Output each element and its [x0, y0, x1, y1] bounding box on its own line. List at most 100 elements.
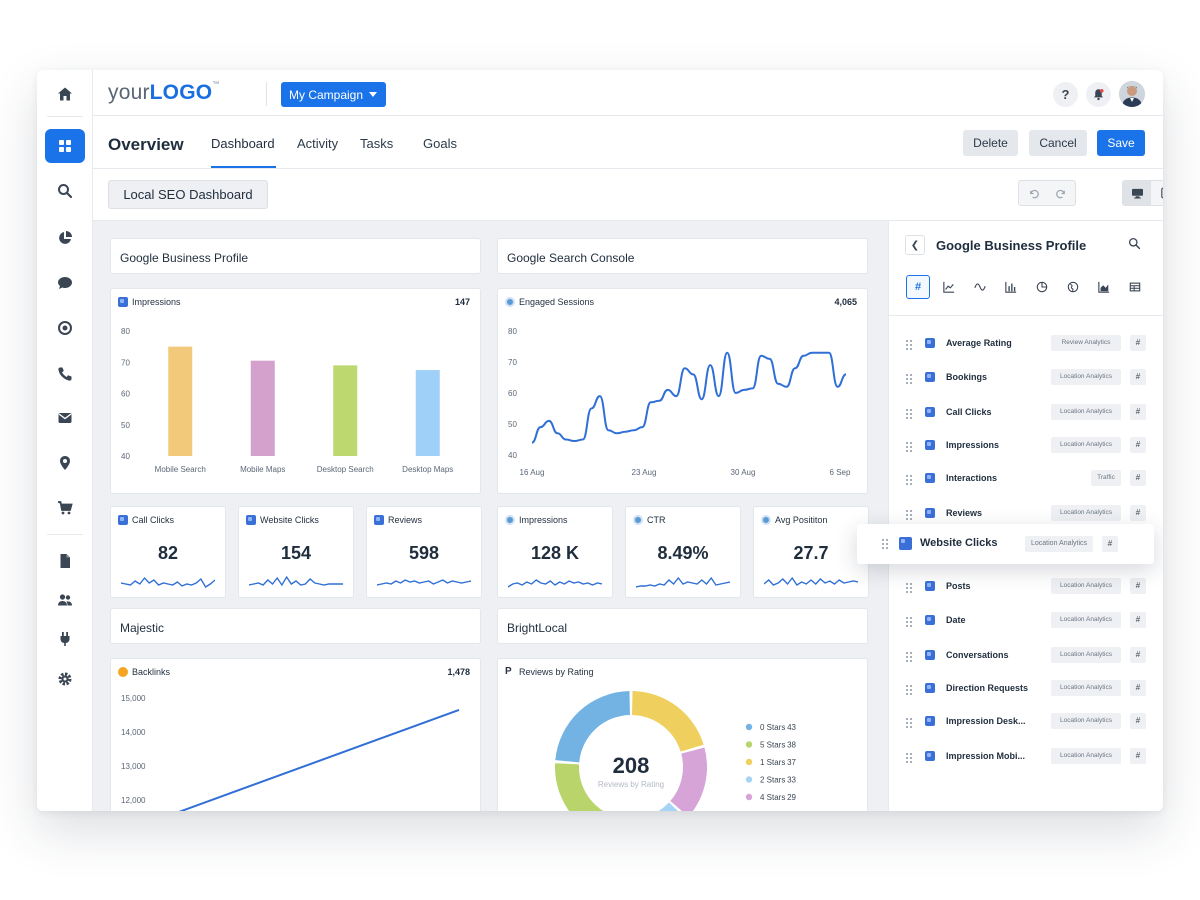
view-type-number[interactable]: # [906, 275, 930, 299]
brand-logo[interactable]: yourLOGO™ [108, 81, 220, 104]
drag-handle-icon[interactable] [905, 717, 913, 729]
kpi-card[interactable]: Avg Posititon 27.7 [753, 506, 869, 598]
section-header-gsc[interactable]: Google Search Console [497, 238, 868, 274]
metric-name: Conversations [946, 650, 1009, 660]
target-icon[interactable] [45, 311, 85, 345]
pie-chart-icon[interactable] [45, 221, 85, 255]
home-icon[interactable] [45, 77, 85, 111]
metric-row[interactable]: Impression Mobi... Location Analytics # [889, 740, 1163, 774]
kpi-card[interactable]: Call Clicks 82 [110, 506, 226, 598]
location-pin-icon[interactable] [45, 446, 85, 480]
kpi-card[interactable]: CTR 8.49% [625, 506, 741, 598]
widget-title: Engaged Sessions [505, 297, 594, 307]
search-icon[interactable] [45, 174, 85, 208]
help-button[interactable]: ? [1053, 82, 1078, 107]
drag-handle-icon[interactable] [905, 339, 913, 351]
kpi-title: Impressions [505, 515, 568, 525]
user-avatar[interactable] [1119, 81, 1145, 107]
backlinks-widget[interactable]: Backlinks 1,478 15,000 14,000 13,000 12,000 [110, 658, 481, 811]
section-header-majestic[interactable]: Majestic [110, 608, 481, 644]
drag-handle-icon[interactable] [905, 651, 913, 663]
phone-icon[interactable] [45, 357, 85, 391]
section-header-gbp[interactable]: Google Business Profile [110, 238, 481, 274]
drag-handle-icon[interactable] [905, 509, 913, 521]
save-button[interactable]: Save [1097, 130, 1145, 156]
kpi-card[interactable]: Website Clicks 154 [238, 506, 354, 598]
back-button[interactable]: ❮ [905, 235, 925, 255]
kpi-card[interactable]: Impressions 128 K [497, 506, 613, 598]
kpi-title: CTR [633, 515, 666, 525]
tab-activity[interactable]: Activity [297, 136, 339, 151]
reviews-by-rating-widget[interactable]: P Reviews by Rating 208 Reviews by Rating 0… [497, 658, 868, 811]
view-type-line-icon[interactable] [937, 275, 961, 299]
metric-row[interactable]: Impression Desk... Location Analytics # [889, 705, 1163, 739]
metric-row[interactable]: Direction Requests Location Analytics # [889, 672, 1163, 706]
engaged-sessions-widget[interactable]: Engaged Sessions 4,065 80 70 60 50 40 16 Aug 2… [497, 288, 868, 494]
dashboard-grid-icon[interactable] [45, 129, 85, 163]
view-type-bar-icon[interactable] [999, 275, 1023, 299]
metric-tag: Location Analytics [1051, 437, 1121, 453]
plug-icon[interactable] [45, 622, 85, 656]
drag-handle-icon[interactable] [905, 373, 913, 385]
drag-handle-icon[interactable] [905, 684, 913, 696]
metric-row[interactable]: Reviews Location Analytics # [889, 497, 1163, 531]
metric-name: Call Clicks [946, 407, 992, 417]
metric-row[interactable]: Bookings Location Analytics # [889, 361, 1163, 395]
cancel-button[interactable]: Cancel [1029, 130, 1087, 156]
view-type-table-icon[interactable] [1123, 275, 1147, 299]
view-type-sparkline-icon[interactable] [968, 275, 992, 299]
x-tick-label: 23 Aug [632, 468, 657, 477]
widget-title: Impressions [118, 297, 181, 307]
desktop-icon[interactable] [1123, 181, 1151, 205]
cart-icon[interactable] [45, 491, 85, 525]
metric-row[interactable]: Call Clicks Location Analytics # [889, 396, 1163, 430]
document-icon[interactable] [45, 544, 85, 578]
y-tick-label: 40 [508, 451, 517, 460]
metric-row[interactable]: Posts Location Analytics # [889, 570, 1163, 604]
drag-handle-icon[interactable] [905, 752, 913, 764]
users-icon[interactable] [45, 583, 85, 617]
google-business-icon [925, 440, 935, 450]
reviews-donut-chart: 208 Reviews by Rating 0 Stars 435 Stars 381 … [555, 691, 797, 811]
drag-handle-icon[interactable] [905, 474, 913, 486]
active-tab-indicator [211, 166, 276, 168]
dashboard-name-field[interactable]: Local SEO Dashboard [108, 180, 268, 209]
drag-handle-icon[interactable] [905, 582, 913, 594]
mobile-icon[interactable] [1151, 181, 1163, 205]
metric-row[interactable]: Impressions Location Analytics # [889, 429, 1163, 463]
notifications-button[interactable] [1086, 82, 1111, 107]
delete-button[interactable]: Delete [963, 130, 1018, 156]
metric-row[interactable]: Conversations Location Analytics # [889, 639, 1163, 673]
view-type-globe-icon[interactable] [1061, 275, 1085, 299]
metric-row[interactable]: Average Rating Review Analytics # [889, 327, 1163, 361]
chat-icon[interactable] [45, 266, 85, 300]
search-console-icon [761, 515, 771, 525]
metric-tag: Location Analytics [1051, 404, 1121, 420]
search-icon[interactable] [1128, 237, 1141, 250]
kpi-value: 27.7 [793, 543, 829, 563]
section-header-brightlocal[interactable]: BrightLocal [497, 608, 868, 644]
kpi-card[interactable]: Reviews 598 [366, 506, 482, 598]
google-business-icon [925, 508, 935, 518]
legend-label: 2 Stars [760, 776, 785, 785]
undo-icon[interactable] [1019, 181, 1047, 205]
drag-handle-icon[interactable] [905, 408, 913, 420]
redo-icon[interactable] [1047, 181, 1075, 205]
campaign-dropdown[interactable]: My Campaign [281, 82, 386, 107]
settings-gear-icon[interactable] [45, 662, 85, 696]
view-type-pie-icon[interactable] [1030, 275, 1054, 299]
drag-handle-icon[interactable] [905, 616, 913, 628]
mail-icon[interactable] [45, 401, 85, 435]
tab-tasks[interactable]: Tasks [360, 136, 394, 151]
impressions-bar-widget[interactable]: Impressions 147 80 70 60 50 40 Mobile Search M… [110, 288, 481, 494]
metric-row[interactable]: Interactions Traffic # [889, 462, 1163, 496]
drag-handle-icon[interactable] [905, 441, 913, 453]
drag-handle-icon[interactable] [881, 538, 889, 550]
dragging-metric-website-clicks[interactable]: Website Clicks Location Analytics # [857, 524, 1154, 564]
tab-dashboard[interactable]: Dashboard [211, 136, 275, 151]
y-tick-label: 15,000 [121, 694, 146, 703]
tab-goals[interactable]: Goals [423, 136, 457, 151]
backlinks-line-chart: 15,000 14,000 13,000 12,000 [121, 694, 460, 811]
metric-row[interactable]: Date Location Analytics # [889, 604, 1163, 638]
view-type-area-icon[interactable] [1092, 275, 1116, 299]
